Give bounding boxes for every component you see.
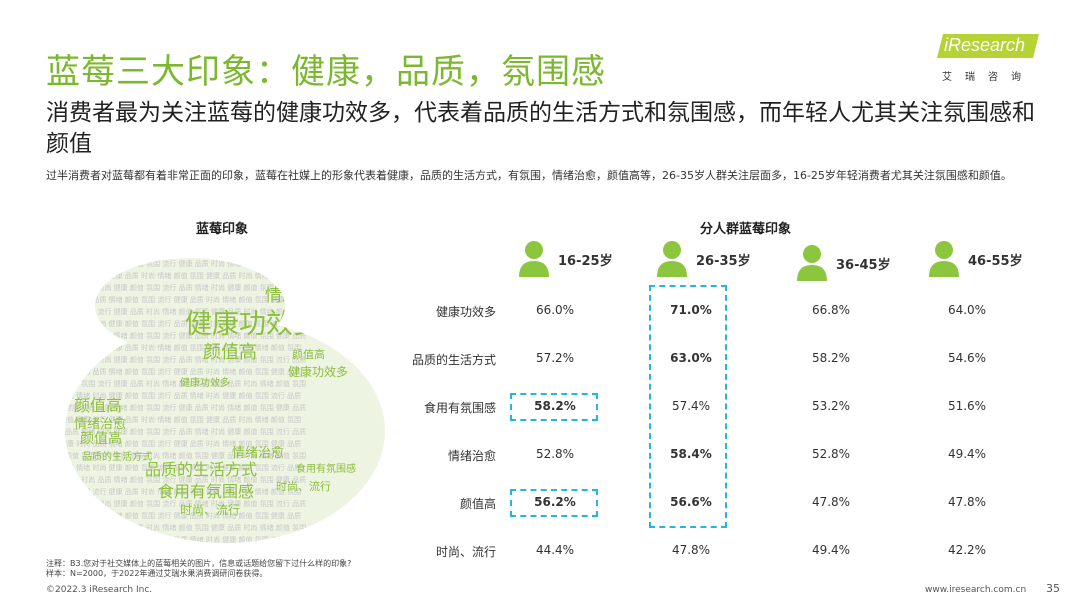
table-cell: 47.8% [811,495,851,509]
svg-text:健康 时尚 品质 情绪 颜值 氛围 流行 健康 品质 时尚: 健康 时尚 品质 情绪 颜值 氛围 流行 健康 品质 时尚 情绪 颜值 氛围 健… [60,295,301,304]
highlight-box-26-35 [649,285,727,528]
table-cell: 63.0% [670,351,712,365]
table-cell: 52.8% [535,447,575,461]
iresearch-logo: iResearch 艾瑞咨询 [937,34,1044,84]
cloud-word: 情绪治愈 [74,417,126,432]
table-cell: 53.2% [811,399,851,413]
svg-text:健康 时尚 品质 情绪 颜值 氛围 流行 健康 品质 时尚: 健康 时尚 品质 情绪 颜值 氛围 流行 健康 品质 时尚 情绪 颜值 氛围 健… [60,511,301,520]
cloud-word: 健康功效多 [180,376,230,389]
svg-text:颜值 氛围 流行 健康 品质 时尚 情绪 颜值 氛围 健康: 颜值 氛围 流行 健康 品质 时尚 情绪 颜值 氛围 健康 品质 时尚 情绪 颜… [60,343,301,352]
row-label: 健康功效多 [435,305,496,319]
table-cell: 66.0% [535,303,575,317]
svg-text:健康 时尚 品质 情绪 颜值 氛围 流行 健康 品质 时尚: 健康 时尚 品质 情绪 颜值 氛围 流行 健康 品质 时尚 情绪 颜值 氛围 健… [65,259,306,268]
svg-text:颜值 氛围 流行 健康 品质 时尚 情绪 颜值 氛围 健康: 颜值 氛围 流行 健康 品质 时尚 情绪 颜值 氛围 健康 品质 时尚 情绪 颜… [65,451,306,460]
svg-text:品质 情绪 时尚 健康 颜值 氛围 流行 品质 情绪 时尚: 品质 情绪 时尚 健康 颜值 氛围 流行 品质 情绪 时尚 健康 颜值 氛围 流… [60,535,301,544]
svg-text:颜值 氛围 流行 健康 品质 时尚 情绪 颜值 氛围 健康: 颜值 氛围 流行 健康 品质 时尚 情绪 颜值 氛围 健康 品质 时尚 情绪 颜… [60,415,301,424]
svg-text:品质 情绪 时尚 健康 颜值 氛围 流行 品质 情绪 时尚: 品质 情绪 时尚 健康 颜值 氛围 流行 品质 情绪 时尚 健康 颜值 氛围 流… [65,427,306,436]
cloud-word: 时尚、流行 [276,479,331,493]
svg-text:品质 情绪 时尚 健康 颜值 氛围 流行 品质 情绪 时尚: 品质 情绪 时尚 健康 颜值 氛围 流行 品质 情绪 时尚 健康 颜值 氛围 流… [60,391,301,400]
table-cell: 47.8% [671,543,711,557]
svg-text:品质 情绪 时尚 健康 颜值 氛围 流行 品质 情绪 时尚: 品质 情绪 时尚 健康 颜值 氛围 流行 品质 情绪 时尚 健康 颜值 氛围 流… [65,283,306,292]
right-section-title: 分人群蓝莓印象 [700,222,792,237]
table-cell: 57.4% [671,399,711,413]
table-cell: 58.4% [670,447,712,461]
cloud-word: 时尚、流行 [180,503,240,517]
table-cell: 42.2% [947,543,987,557]
footnote: 注释：B3.您对于社交媒体上的蓝莓相关的图片，信息或话题给您留下过什么样的印象?… [46,559,351,579]
group-label: 16-25岁 [558,254,613,269]
person-icon [929,241,959,277]
row-label: 颜值高 [459,497,496,511]
svg-text:健康 时尚 品质 情绪 颜值 氛围 流行 健康 品质 时尚: 健康 时尚 品质 情绪 颜值 氛围 流行 健康 品质 时尚 情绪 颜值 氛围 健… [65,403,306,412]
row-label: 情绪治愈 [447,449,496,463]
highlight-box-food-atmosphere [510,393,598,421]
highlight-box-appearance [510,489,598,517]
table-cell: 58.2% [534,399,576,413]
cloud-word: 食用有氛围感 [296,462,356,475]
table-cell: 64.0% [947,303,987,317]
table-cell: 56.6% [670,495,712,509]
cloud-word: 食用有氛围感 [158,482,254,501]
cloud-word: 品质的生活方式 [82,450,152,463]
table-cell: 49.4% [811,543,851,557]
svg-text:颜值 氛围 流行 健康 品质 时尚 情绪 颜值 氛围 健康: 颜值 氛围 流行 健康 品质 时尚 情绪 颜值 氛围 健康 品质 时尚 情绪 颜… [60,487,301,496]
page-title: 蓝莓三大印象：健康，品质，氛围感 [46,52,606,92]
table-cell: 71.0% [670,303,712,317]
page-description: 过半消费者对蓝莓都有着非常正面的印象，蓝莓在社媒上的形象代表着健康，品质的生活方… [46,169,1012,182]
cloud-word: 颜值高 [74,396,122,415]
svg-text:颜值 氛围 流行 健康 品质 时尚 情绪 颜值 氛围 健康: 颜值 氛围 流行 健康 品质 时尚 情绪 颜值 氛围 健康 品质 时尚 情绪 颜… [60,271,301,280]
svg-text:健康 时尚 品质 情绪 颜值 氛围 流行 健康 品质 时尚: 健康 时尚 品质 情绪 颜值 氛围 流行 健康 品质 时尚 情绪 颜值 氛围 健… [60,439,301,448]
cloud-word: 颜值高 [292,347,325,361]
svg-text:颜值 氛围 流行 健康 品质 时尚 情绪 颜值 氛围 健康: 颜值 氛围 流行 健康 品质 时尚 情绪 颜值 氛围 健康 品质 时尚 情绪 颜… [65,307,306,316]
logo-text: iResearch [944,35,1026,55]
table-cell: 66.8% [811,303,851,317]
cloud-word: 品质的生活方式 [145,460,257,479]
cloud-word: 健康功效多 [185,309,320,340]
copyright: ©2022.3 iResearch Inc. [46,585,153,595]
cloud-word: 健康功效多 [288,364,348,379]
svg-text:颜值 氛围 流行 健康 品质 时尚 情绪 颜值 氛围 健康: 颜值 氛围 流行 健康 品质 时尚 情绪 颜值 氛围 健康 品质 时尚 情绪 颜… [65,523,306,532]
svg-text:品质 情绪 时尚 健康 颜值 氛围 流行 品质 情绪 时尚: 品质 情绪 时尚 健康 颜值 氛围 流行 品质 情绪 时尚 健康 颜值 氛围 流… [60,319,301,328]
table-cell: 44.4% [535,543,575,557]
svg-text:健康 时尚 品质 情绪 颜值 氛围 流行 健康 品质 时尚: 健康 时尚 品质 情绪 颜值 氛围 流行 健康 品质 时尚 情绪 颜值 氛围 健… [60,367,301,376]
logo-subtext: 艾瑞咨询 [942,72,1034,83]
svg-text:健康 时尚 品质 情绪 颜值 氛围 流行 健康 品质 时尚: 健康 时尚 品质 情绪 颜值 氛围 流行 健康 品质 时尚 情绪 颜值 氛围 健… [65,331,306,340]
website-link[interactable]: www.iresearch.com.cn [925,585,1027,595]
table-cell: 49.4% [947,447,987,461]
footnote-question: 注释：B3.您对于社交媒体上的蓝莓相关的图片，信息或话题给您留下过什么样的印象? [46,559,352,568]
svg-text:颜值 氛围 流行 健康 品质 时尚 情绪 颜值 氛围 健康: 颜值 氛围 流行 健康 品质 时尚 情绪 颜值 氛围 健康 品质 时尚 情绪 颜… [65,379,306,388]
group-label: 36-45岁 [836,258,891,273]
svg-text:健康 时尚 品质 情绪 颜值 氛围 流行 健康 品质 时尚: 健康 时尚 品质 情绪 颜值 氛围 流行 健康 品质 时尚 情绪 颜值 氛围 健… [65,475,306,484]
table-cell: 52.8% [811,447,851,461]
page-subtitle: 消费者最为关注蓝莓的健康功效多，代表着品质的生活方式和氛围感，而年轻人尤其关注氛… [46,100,1035,157]
group-label: 26-35岁 [696,254,751,269]
row-label: 食用有氛围感 [423,401,496,415]
table-cell: 47.8% [947,495,987,509]
left-section-title: 蓝莓印象 [196,222,249,237]
cloud-word: 颜值高 [203,342,257,363]
person-icon [797,245,827,281]
table-cell: 51.6% [947,399,987,413]
group-label: 46-55岁 [968,254,1023,269]
blueberry-word-cloud: 健康 时尚 品质 情绪 颜值 氛围 流行 健康 品质 时尚 情绪 颜值 氛围 健… [60,258,385,544]
table-cell: 57.2% [535,351,575,365]
cloud-word: 颜值高 [80,430,122,447]
cloud-word: 情绪治愈 [232,446,284,461]
row-label: 时尚、流行 [435,545,496,559]
footnote-sample: 样本：N=2000，于2022年通过艾瑞水果消费调研问卷获得。 [46,569,268,578]
table-cell: 54.6% [947,351,987,365]
person-icon [657,241,687,277]
row-label: 品质的生活方式 [411,353,496,367]
svg-text:品质 情绪 时尚 健康 颜值 氛围 流行 品质 情绪 时尚: 品质 情绪 时尚 健康 颜值 氛围 流行 品质 情绪 时尚 健康 颜值 氛围 流… [65,499,306,508]
svg-text:品质 情绪 时尚 健康 颜值 氛围 流行 品质 情绪 时尚: 品质 情绪 时尚 健康 颜值 氛围 流行 品质 情绪 时尚 健康 颜值 氛围 流… [60,463,301,472]
table-cell: 58.2% [811,351,851,365]
svg-text:品质 情绪 时尚 健康 颜值 氛围 流行 品质 情绪 时尚: 品质 情绪 时尚 健康 颜值 氛围 流行 品质 情绪 时尚 健康 颜值 氛围 流… [65,355,306,364]
person-icon [519,241,549,277]
cloud-word: 情绪治愈 [265,286,333,306]
page-number: 35 [1046,582,1060,595]
table-cell: 56.2% [534,495,576,509]
